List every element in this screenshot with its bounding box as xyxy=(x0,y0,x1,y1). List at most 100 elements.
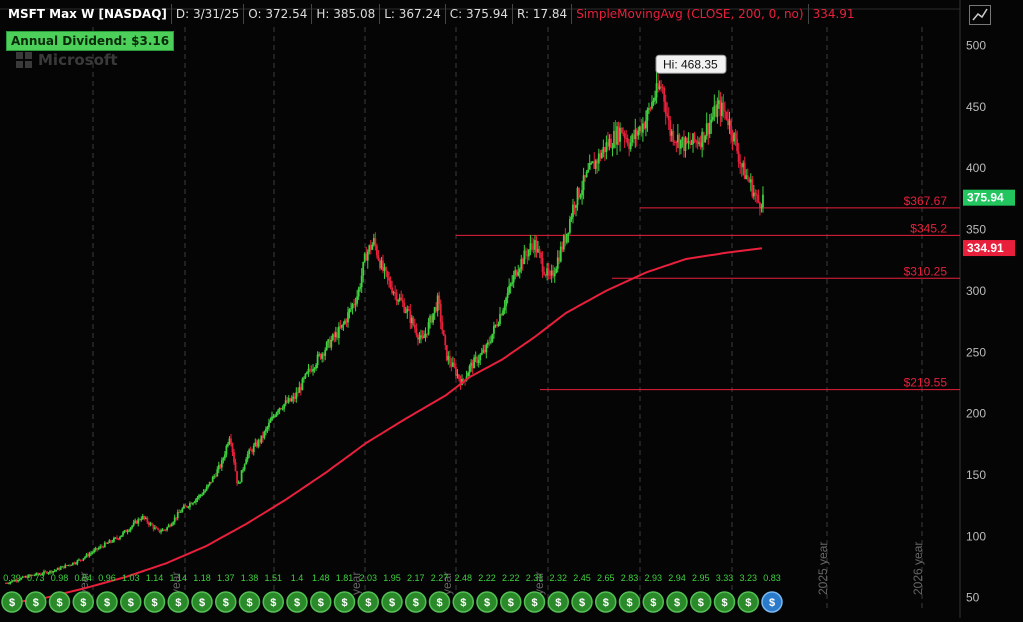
candle-body xyxy=(433,307,436,314)
candle-body xyxy=(88,553,91,557)
candle-body xyxy=(676,134,679,143)
candle-body xyxy=(286,400,289,403)
candle-body xyxy=(717,100,720,105)
candle-body xyxy=(576,187,579,206)
dividend-value: 2.48 xyxy=(454,573,472,583)
chart-style-icon[interactable] xyxy=(969,5,991,25)
candle-body xyxy=(672,131,675,142)
candle-body xyxy=(152,525,155,529)
candle-body xyxy=(228,438,231,445)
candle-body xyxy=(570,217,573,220)
candle-body xyxy=(610,138,612,148)
candle-body xyxy=(47,572,50,574)
candle-body xyxy=(573,204,576,208)
candle-body xyxy=(456,374,459,376)
candle-body xyxy=(205,486,208,491)
dividend-glyph: $ xyxy=(128,597,134,609)
dividend-glyph: $ xyxy=(650,597,656,609)
dividend-glyph: $ xyxy=(579,597,585,609)
candle-body xyxy=(716,104,719,117)
candle-body xyxy=(380,260,383,269)
candle-body xyxy=(11,580,13,582)
candle-body xyxy=(410,317,413,323)
y-tick-label: 500 xyxy=(966,38,986,52)
candle-body xyxy=(82,558,85,560)
dividend-marker-icon xyxy=(381,591,403,613)
candle-body xyxy=(734,132,737,139)
candle-body xyxy=(32,574,35,576)
candle-body xyxy=(185,505,188,507)
study-label[interactable]: SimpleMovingAvg (CLOSE, 200, 0, no) xyxy=(572,4,809,24)
dividend-glyph: $ xyxy=(80,597,86,609)
candle-body xyxy=(620,128,623,133)
dividend-glyph: $ xyxy=(175,597,181,609)
candle-body xyxy=(321,353,324,359)
candle-body xyxy=(258,440,261,443)
candle-body xyxy=(369,245,372,250)
candle-body xyxy=(85,554,88,557)
candle-body xyxy=(304,373,307,378)
candle-body xyxy=(427,322,430,335)
dividend-value: 3.23 xyxy=(739,573,757,583)
candle-body xyxy=(149,523,152,525)
candle-body xyxy=(23,576,26,578)
candle-body xyxy=(429,315,431,323)
dividend-value: 2.27 xyxy=(431,573,449,583)
dividend-glyph: $ xyxy=(104,597,110,609)
candle-body xyxy=(514,270,517,276)
dividend-marker-icon xyxy=(357,591,379,613)
candle-body xyxy=(640,126,643,133)
candle-body xyxy=(204,490,207,493)
candle-body xyxy=(292,396,295,399)
sma-tag-bg xyxy=(963,240,1015,257)
candle-body xyxy=(619,128,621,142)
dividend-glyph: $ xyxy=(769,597,775,609)
dividend-marker-icon xyxy=(571,591,593,613)
dividend-value: 2.83 xyxy=(621,573,639,583)
candle-body xyxy=(596,160,599,164)
candle-body xyxy=(438,295,441,304)
dividend-value: 2.17 xyxy=(407,573,425,583)
candle-body xyxy=(283,404,286,409)
candle-body xyxy=(477,360,480,363)
candle-body xyxy=(71,562,74,565)
level-label: $345.2 xyxy=(910,221,947,235)
dividend-marker-icon xyxy=(618,591,641,613)
candle-body xyxy=(509,284,512,286)
candle-body xyxy=(55,569,58,571)
candle-body xyxy=(631,134,634,143)
candle-body xyxy=(751,179,754,197)
candle-body xyxy=(494,324,497,326)
candle-body xyxy=(176,512,179,519)
dividend-glyph: $ xyxy=(626,597,632,609)
candle-body xyxy=(64,565,67,569)
candle-body xyxy=(696,140,699,144)
symbol-label[interactable]: MSFT Max W [NASDAQ] xyxy=(4,4,172,24)
candle-body xyxy=(201,494,203,496)
candle-body xyxy=(138,519,141,521)
candle-body xyxy=(681,137,684,140)
candle-body xyxy=(578,187,580,198)
candle-body xyxy=(372,238,375,245)
candle-body xyxy=(565,233,568,243)
candle-body xyxy=(284,400,287,405)
y-tick-label: 400 xyxy=(966,161,986,175)
candle-body xyxy=(213,475,216,477)
candle-body xyxy=(14,580,17,582)
candle-body xyxy=(436,295,439,312)
candle-body xyxy=(521,259,524,265)
candle-body xyxy=(59,567,62,570)
dividend-glyph: $ xyxy=(460,597,466,609)
dividend-value: 2.94 xyxy=(668,573,686,583)
candle-body xyxy=(20,577,23,580)
candle-body xyxy=(745,175,748,179)
candle-body xyxy=(119,536,121,539)
candle-body xyxy=(263,431,266,438)
candle-body xyxy=(140,519,143,521)
candle-body xyxy=(336,332,339,338)
candle-body xyxy=(170,524,173,527)
candle-body xyxy=(754,192,757,195)
candle-body xyxy=(547,268,550,275)
dividend-glyph: $ xyxy=(341,597,347,609)
